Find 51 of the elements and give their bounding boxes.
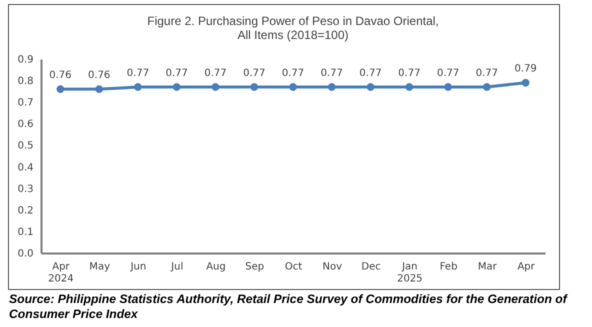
source-note: Source: Philippine Statistics Authority, Retail Price Survey of Commodities for the Generation of Consumer Price Index: [9, 292, 569, 322]
point: [134, 83, 142, 91]
data-label: 0.77: [166, 68, 188, 80]
data-label: 0.77: [436, 68, 460, 80]
point: [482, 83, 491, 91]
point: [95, 85, 104, 94]
x-tick-label: Jul: [170, 262, 184, 272]
x-tick-label: Jun: [130, 262, 146, 272]
y-tick-label: 0.3: [18, 184, 34, 195]
data-label: 0.76: [49, 70, 72, 82]
x-tick-label: Aug: [206, 262, 226, 272]
data-label: 0.77: [476, 68, 498, 80]
x-tick-label: Apr 2024: [48, 262, 74, 284]
data-label: 0.77: [204, 68, 227, 80]
data-label: 0.77: [320, 68, 343, 80]
point: [405, 83, 414, 91]
x-tick-label: Apr: [517, 262, 536, 272]
y-tick-label: 0.5: [18, 140, 34, 152]
data-label: 0.77: [359, 68, 382, 80]
data-label: 0.77: [126, 68, 150, 80]
x-tick-label: Sep: [245, 262, 264, 272]
data-label: 0.77: [282, 68, 304, 80]
y-tick-label: 0.6: [18, 119, 34, 130]
y-tick-label: 0.0: [18, 248, 34, 260]
x-tick-label: Mar: [478, 262, 498, 272]
data-label: 0.77: [243, 68, 266, 80]
point: [56, 85, 64, 94]
point: [289, 83, 297, 91]
point: [366, 83, 374, 91]
x-tick-label: Nov: [322, 262, 342, 272]
x-tick-label: Feb: [440, 262, 458, 272]
point: [328, 83, 336, 91]
data-label: 0.77: [398, 68, 420, 80]
x-tick-label: Dec: [361, 262, 381, 272]
x-tick-label: May: [89, 262, 110, 272]
x-tick-label: Oct: [284, 262, 302, 272]
point: [250, 83, 258, 91]
y-tick-label: 0.9: [18, 54, 34, 66]
point: [172, 83, 181, 91]
y-tick-label: 0.8: [18, 76, 34, 88]
y-tick-label: 0.2: [18, 205, 34, 216]
data-label: 0.76: [88, 70, 110, 82]
point: [212, 83, 220, 91]
y-tick-label: 0.1: [18, 226, 34, 238]
point: [522, 78, 530, 87]
y-tick-label: 0.4: [18, 162, 34, 174]
point: [444, 83, 452, 91]
x-tick-label: Jan 2025: [397, 262, 423, 284]
chart-title: Figure 2. Purchasing Power of Peso in Davao Oriental, All Items (2018=100): [147, 14, 439, 42]
data-label: 0.79: [514, 64, 537, 75]
y-tick-label: 0.7: [18, 98, 34, 109]
